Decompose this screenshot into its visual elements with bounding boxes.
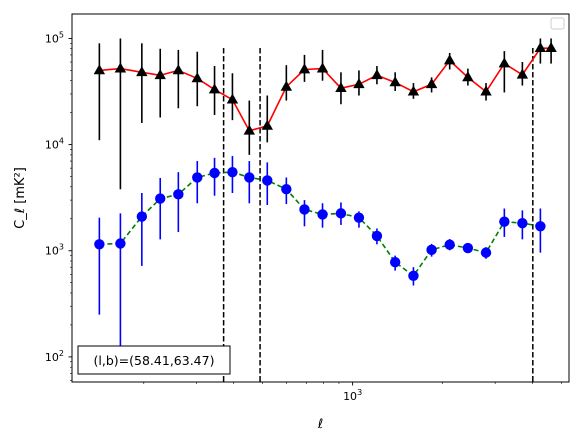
circle-marker [499,216,510,227]
triangle-marker [191,72,203,83]
coordinate-annotation: (l,b)=(58.41,63.47) [77,345,231,375]
x-axis: 103 [143,382,562,403]
axes-frame [71,13,570,383]
circle-marker [136,211,148,222]
triangle-marker [371,69,383,80]
x-axis-label: ℓ [317,417,323,432]
triangle-marker [425,78,438,89]
triangle-marker [114,62,127,73]
x-tick-label: 103 [343,388,362,403]
triangle-marker [335,81,347,93]
y-axis-label: C_ℓ [mK²] [13,167,28,229]
circle-marker [353,212,365,223]
circle-marker [462,242,474,254]
circle-marker [517,217,528,229]
y-tick-label: 103 [45,243,64,258]
series-0 [93,38,557,190]
y-tick-label: 105 [45,30,64,45]
triangle-marker [389,76,401,87]
circle-marker [317,209,328,220]
circle-marker [408,270,419,282]
circle-marker [115,238,126,249]
triangle-marker [136,66,148,77]
circle-marker [535,221,546,232]
circle-marker [480,247,492,258]
circle-marker [227,166,238,178]
circle-marker [371,230,383,242]
triangle-marker [316,62,329,73]
circle-marker [209,167,220,179]
triangle-marker [545,41,557,53]
series-line [99,47,552,132]
circle-marker [426,244,437,256]
triangle-marker [534,41,547,53]
triangle-marker [208,83,221,94]
circle-marker [262,175,273,186]
legend [550,17,565,30]
circle-marker [335,208,347,219]
triangle-marker [498,57,511,68]
y-axis: 102 103 104 105 [45,30,72,381]
triangle-marker [407,85,420,96]
series-1 [94,156,546,353]
legend-box [550,17,565,30]
plot-area [93,38,557,382]
circle-marker [173,189,184,200]
circle-marker [244,172,255,183]
circle-marker [155,193,166,204]
triangle-marker [243,124,256,135]
circle-marker [389,256,401,268]
triangle-marker [226,93,239,104]
triangle-marker [280,80,293,91]
circle-marker [94,239,105,250]
circle-marker [444,239,455,250]
triangle-marker [172,64,185,75]
triangle-marker [298,63,311,74]
annotation-box [77,345,231,375]
plot-contents [93,38,557,382]
triangle-marker [462,71,474,82]
y-axis-label-text: C_ℓ [mK²] [13,167,28,229]
triangle-marker [93,64,106,75]
triangle-marker [480,85,492,96]
circle-marker [299,204,310,215]
triangle-marker [353,78,365,89]
triangle-marker [516,68,529,79]
y-tick-label: 102 [45,349,64,364]
y-tick-label: 104 [45,137,64,152]
circle-marker [281,184,292,195]
triangle-marker [443,54,456,65]
triangle-marker [261,119,273,130]
triangle-marker [154,69,166,80]
series-line [99,171,541,277]
circle-marker [192,172,203,183]
annotation-text: (l,b)=(58.41,63.47) [94,353,215,368]
